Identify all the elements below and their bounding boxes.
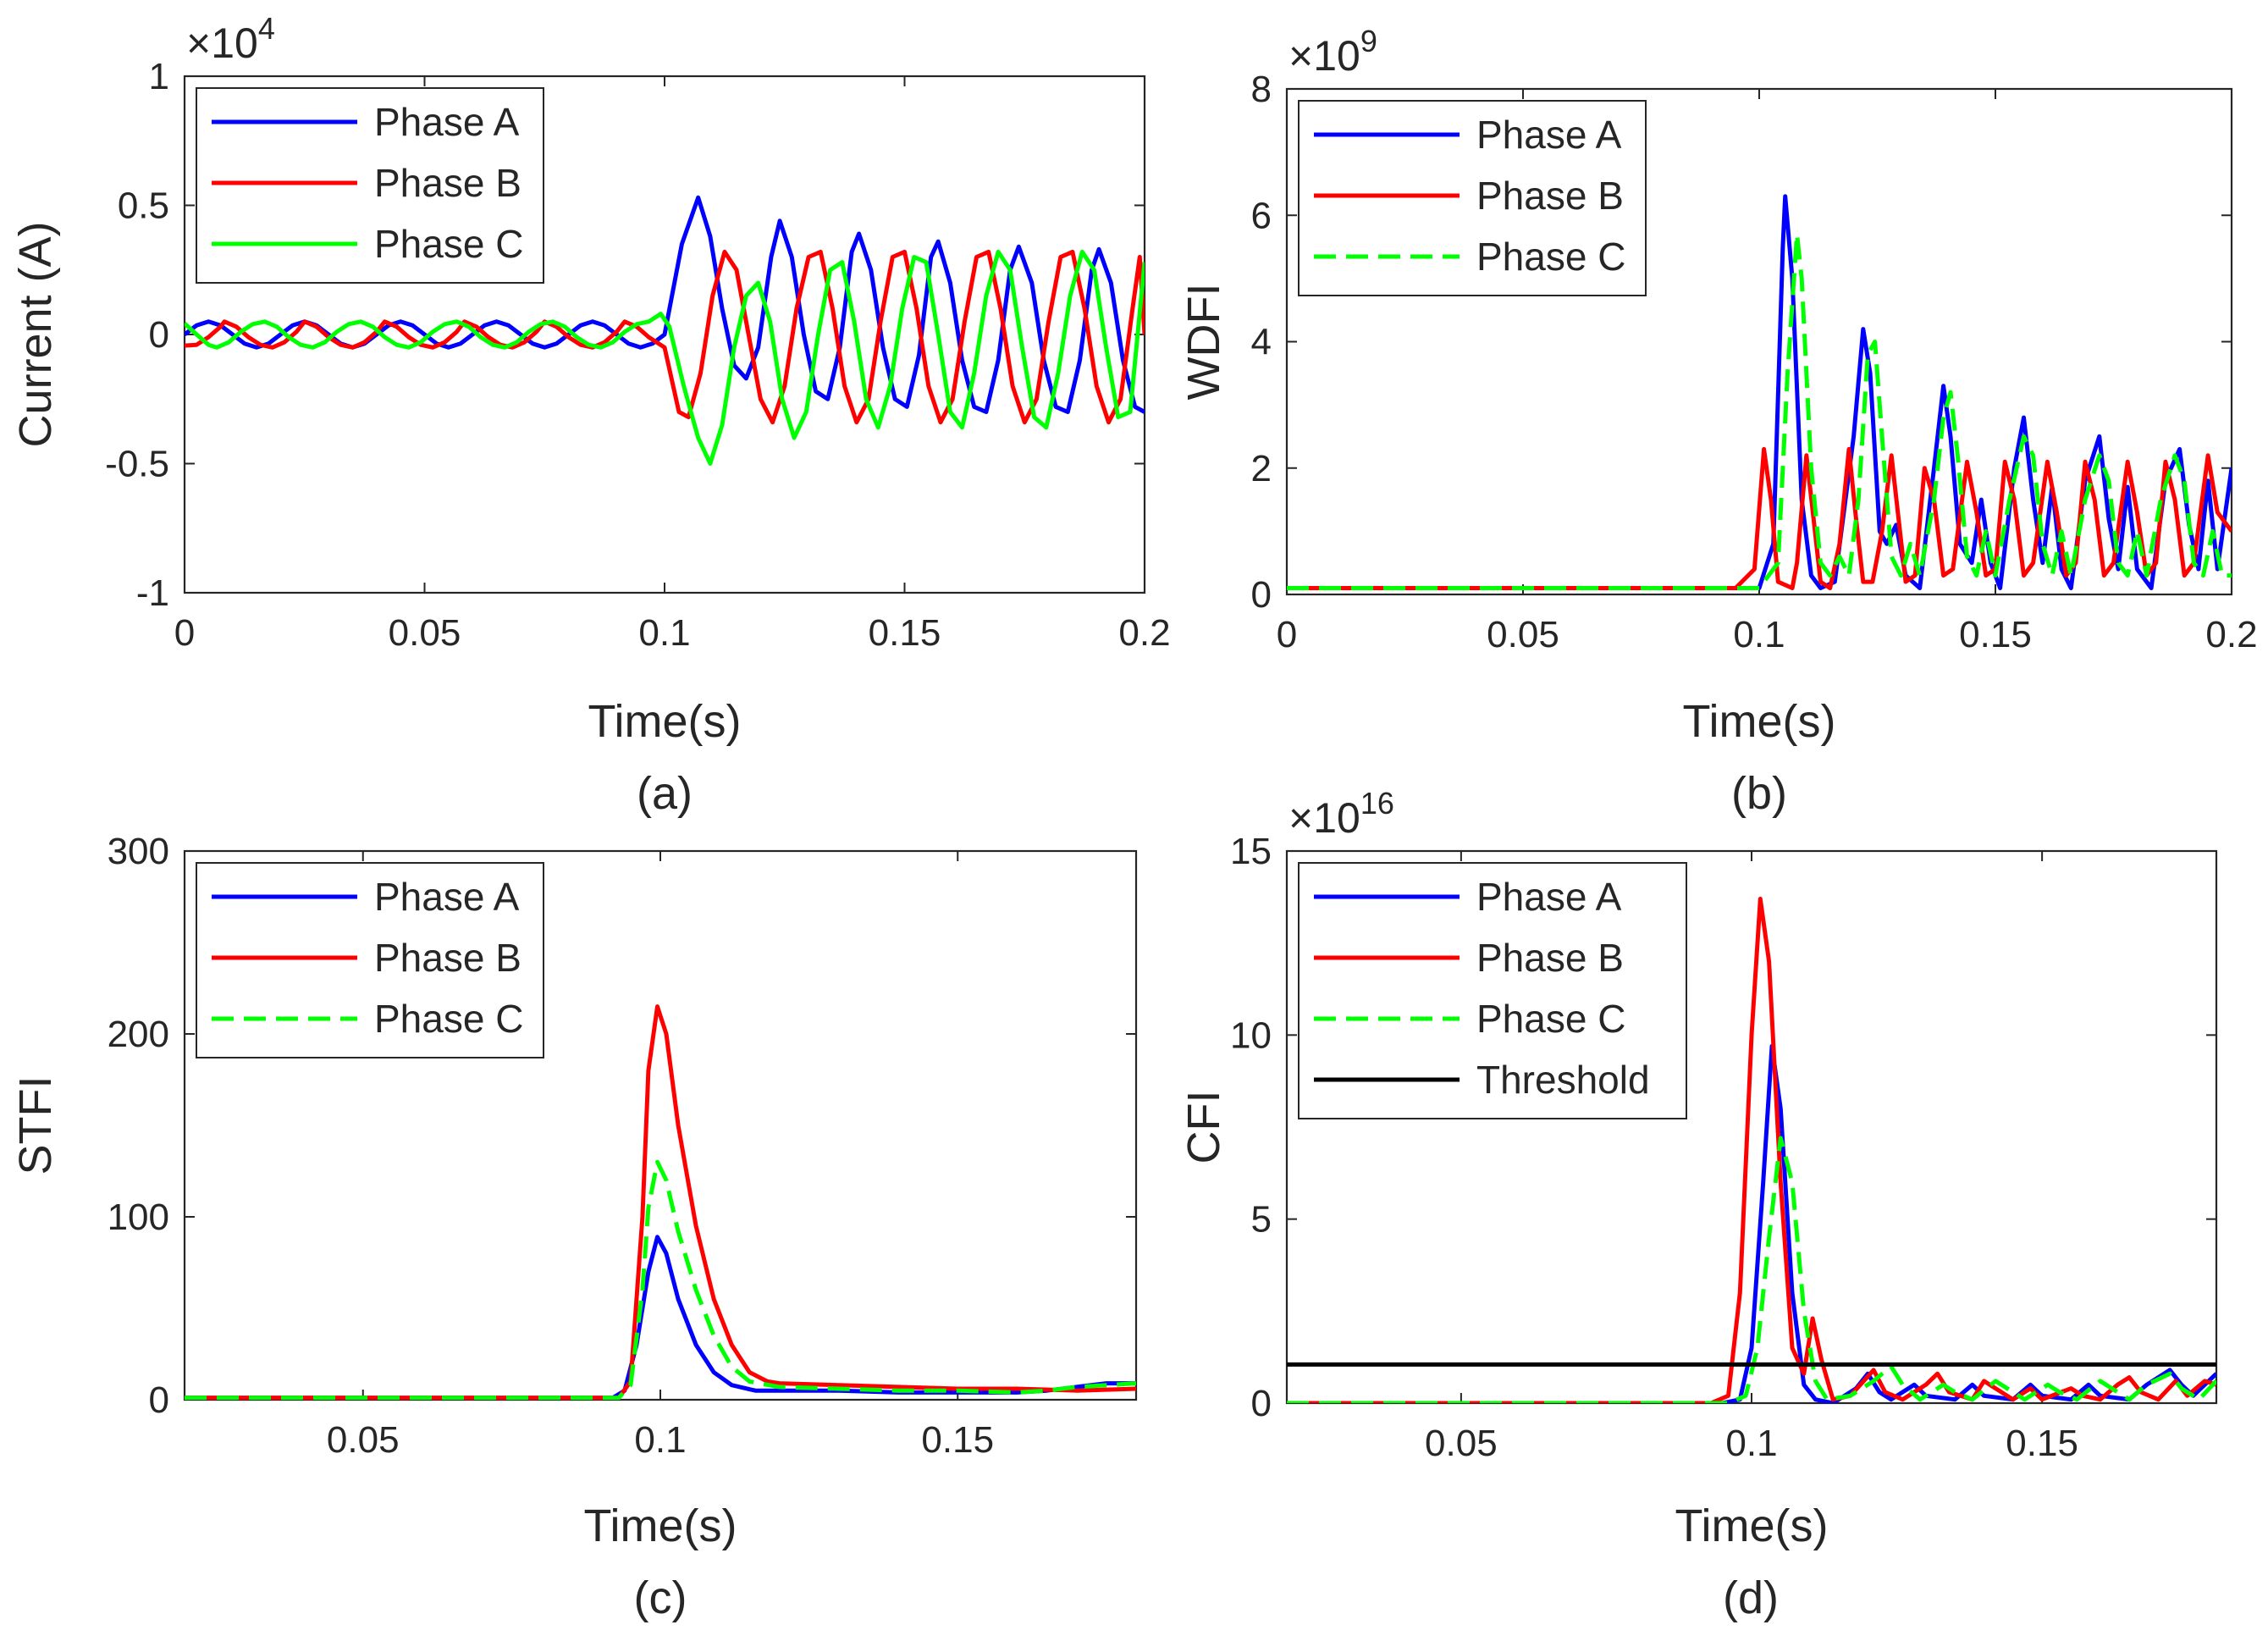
- y-exponent-label: ×109: [1289, 24, 1377, 80]
- series-line-phase-c: [1287, 232, 2232, 590]
- y-tick-label: 0: [1251, 574, 1272, 616]
- series-group: [185, 195, 1145, 466]
- y-tick-label: -0.5: [105, 444, 169, 485]
- x-tick-label: 0: [174, 612, 195, 654]
- x-tick-label: 0.15: [2006, 1423, 2078, 1464]
- legend: Phase A Phase B Phase C: [1298, 100, 1647, 296]
- x-axis-label: Time(s): [1675, 1501, 1829, 1551]
- x-axis-label: Time(s): [584, 1501, 737, 1551]
- series-line-phase-c: [185, 1159, 1136, 1400]
- legend-label: Phase C: [374, 997, 523, 1041]
- y-tick-label: 300: [108, 831, 169, 872]
- y-tick-label: 6: [1251, 195, 1272, 236]
- panel-caption: (b): [1731, 768, 1787, 819]
- legend-label: Phase B: [374, 161, 521, 205]
- y-tick-label: 0: [1251, 1383, 1272, 1424]
- y-axis-label: STFI: [10, 1076, 61, 1175]
- legend-label: Phase A: [374, 875, 520, 919]
- panel-caption: (d): [1723, 1572, 1779, 1623]
- chart-panel-d: 0.05 0.1 0.15 0 5 10 15 ×1016 Time(s) CFI (d) Phase…: [1178, 786, 2218, 1623]
- x-tick-label: 0.2: [2205, 614, 2257, 655]
- x-tick-label: 0.1: [1733, 614, 1785, 655]
- legend-label: Phase C: [374, 222, 523, 266]
- y-tick-label: 1: [149, 56, 169, 97]
- legend: Phase A Phase B Phase C Threshold: [1298, 862, 1687, 1119]
- series-line-phase-b: [185, 249, 1145, 425]
- x-axis-label: Time(s): [588, 696, 742, 747]
- y-axis-label: CFI: [1178, 1091, 1229, 1164]
- y-exponent-label: ×104: [186, 11, 275, 67]
- legend-box: [1298, 862, 1687, 1119]
- y-tick-label: 15: [1230, 831, 1272, 872]
- legend-label: Phase A: [1476, 113, 1622, 157]
- y-tick-label: 2: [1251, 448, 1272, 489]
- x-tick-label: 0.15: [1959, 614, 2032, 655]
- series-line-phase-b: [1287, 446, 2232, 590]
- legend-label: Phase B: [374, 936, 521, 980]
- series-line-phase-a: [1287, 194, 2232, 590]
- legend: Phase A Phase B Phase C: [196, 87, 544, 284]
- y-tick-label: 4: [1251, 322, 1272, 363]
- panel-caption: (c): [634, 1572, 687, 1623]
- series-group: [1287, 194, 2232, 590]
- y-tick-label: 0: [149, 1379, 169, 1421]
- legend-label: Phase C: [1476, 235, 1625, 279]
- y-tick-label: 10: [1230, 1014, 1272, 1056]
- y-exponent-label: ×1016: [1289, 786, 1394, 842]
- chart-panel-b: 0 0.05 0.1 0.15 0.2 0 2 4 6 8 ×109 Time(s) WDFI (b) Ph…: [1178, 24, 2258, 819]
- panel-caption: (a): [637, 768, 693, 819]
- legend-label: Threshold: [1476, 1058, 1650, 1102]
- chart-panel-a: 0 0.05 0.1 0.15 0.2 -1 -0.5 0 0.5 1 ×104 Time(s) Cur…: [10, 11, 1171, 819]
- chart-panel-c: 0.05 0.1 0.15 0 100 200 300 Time(s) STFI (c) Phase…: [10, 831, 1138, 1623]
- legend-label: Phase A: [374, 100, 520, 144]
- y-tick-label: 100: [108, 1197, 169, 1238]
- legend-label: Phase B: [1476, 936, 1624, 980]
- legend-label: Phase A: [1476, 875, 1622, 919]
- series-group: [1287, 897, 2216, 1403]
- series-line-phase-b: [1287, 897, 2216, 1403]
- legend: Phase A Phase B Phase C: [196, 862, 544, 1058]
- x-tick-label: 0.05: [389, 612, 461, 654]
- x-axis-label: Time(s): [1683, 696, 1836, 747]
- y-tick-label: 8: [1251, 69, 1272, 110]
- y-tick-label: -1: [136, 572, 169, 614]
- x-tick-label: 0.1: [638, 612, 690, 654]
- y-axis-label: WDFI: [1178, 284, 1229, 401]
- legend-label: Phase C: [1476, 997, 1625, 1041]
- y-tick-label: 0.5: [118, 185, 169, 227]
- x-tick-label: 0.05: [1487, 614, 1559, 655]
- y-tick-label: 200: [108, 1014, 169, 1055]
- y-tick-label: 5: [1251, 1199, 1272, 1241]
- x-tick-label: 0.1: [1725, 1423, 1777, 1464]
- x-tick-label: 0.2: [1118, 612, 1170, 654]
- x-tick-label: 0.05: [1425, 1423, 1498, 1464]
- series-group: [185, 1004, 1136, 1400]
- legend-label: Phase B: [1476, 174, 1624, 218]
- x-tick-label: 0.15: [921, 1419, 994, 1461]
- x-tick-label: 0.1: [634, 1419, 686, 1461]
- series-line-phase-c: [185, 249, 1145, 466]
- series-line-phase-b: [185, 1004, 1136, 1400]
- y-axis-label: Current (A): [10, 221, 61, 447]
- x-tick-label: 0.15: [869, 612, 941, 654]
- x-tick-label: 0.05: [327, 1419, 400, 1461]
- y-tick-label: 0: [149, 314, 169, 356]
- series-line-phase-c: [1287, 1136, 2216, 1403]
- x-tick-label: 0: [1277, 614, 1297, 655]
